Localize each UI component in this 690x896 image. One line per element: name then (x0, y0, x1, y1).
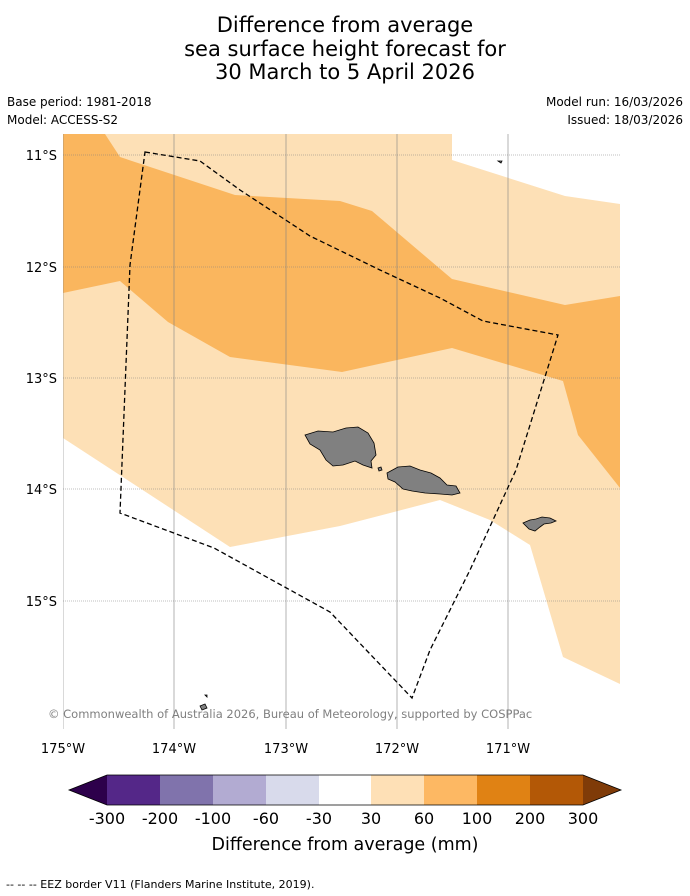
colorbar-tick: -30 (306, 809, 332, 828)
eez-footnote: -- -- -- EEZ border V11 (Flanders Marine… (6, 878, 315, 891)
colorbar-segment-7 (424, 775, 477, 805)
title-line-1: Difference from average (216, 13, 474, 37)
lat-label-11s: 11°S (26, 149, 57, 164)
colorbar-tick: 100 (462, 809, 493, 828)
colorbar-tick: 60 (414, 809, 434, 828)
tutuila-island (522, 516, 557, 532)
contour-60-100 (63, 134, 620, 488)
map-area (63, 134, 620, 729)
issued-date: Issued: 18/03/2026 (567, 113, 683, 127)
colorbar-tick: -60 (253, 809, 279, 828)
lon-label-174w: 174°W (152, 742, 196, 757)
colorbar-tick: -200 (142, 809, 178, 828)
colorbar-tick: 300 (568, 809, 599, 828)
colorbar-outline (67, 774, 623, 806)
lat-label-15s: 15°S (26, 595, 57, 610)
colorbar-segment-5 (319, 775, 371, 805)
lon-label-173w: 173°W (264, 742, 308, 757)
colorbar-segment-2 (160, 775, 213, 805)
copyright-notice: © Commonwealth of Australia 2026, Bureau… (48, 707, 532, 721)
colorbar-tick: -300 (89, 809, 125, 828)
colorbar-tick: 200 (515, 809, 546, 828)
lon-labels: 175°W 174°W 173°W 172°W 171°W (41, 742, 530, 757)
lon-label-172w: 172°W (375, 742, 419, 757)
colorbar-extend-high (583, 775, 621, 805)
eez-border (119, 151, 559, 700)
savaii-island (304, 426, 377, 469)
colorbar-segment-9 (530, 775, 583, 805)
colorbar-extend-low (69, 775, 107, 805)
model-run: Model run: 16/03/2026 (545, 95, 683, 109)
colorbar-segment-1 (107, 775, 160, 805)
colorbar-segment-3 (213, 775, 266, 805)
colorbar-segment-8 (477, 775, 530, 805)
title-line-3: 30 March to 5 April 2026 (215, 60, 475, 84)
title-line-2: sea surface height forecast for (184, 36, 506, 61)
upolu-island (386, 465, 461, 496)
wallis-islet (199, 703, 208, 711)
lat-label-12s: 12°S (26, 261, 57, 276)
colorbar-tick: 30 (361, 809, 381, 828)
colorbar-segment-6 (371, 775, 424, 805)
lat-label-13s: 13°S (26, 372, 57, 387)
wallis-islet-2 (204, 694, 208, 698)
colorbar-ticks: -300 -200 -100 -60 -30 30 60 100 200 300 (89, 809, 598, 828)
colorbar-title: Difference from average (mm) (211, 835, 478, 855)
lon-label-175w: 175°W (41, 742, 85, 757)
colorbar-segment-4 (266, 775, 319, 805)
lon-label-171w: 171°W (486, 742, 530, 757)
model-name: Model: ACCESS-S2 (7, 113, 119, 127)
gridlines (63, 134, 620, 729)
lat-labels: 11°S 12°S 13°S 14°S 15°S (26, 149, 57, 610)
land-masses (199, 160, 557, 711)
swains-island (496, 160, 503, 164)
base-period: Base period: 1981-2018 (7, 95, 152, 109)
lat-label-14s: 14°S (26, 483, 57, 498)
manono-islet (377, 466, 383, 472)
figure-title: Difference from average sea surface heig… (0, 13, 690, 85)
colorbar (67, 774, 623, 806)
colorbar-tick: -100 (195, 809, 231, 828)
